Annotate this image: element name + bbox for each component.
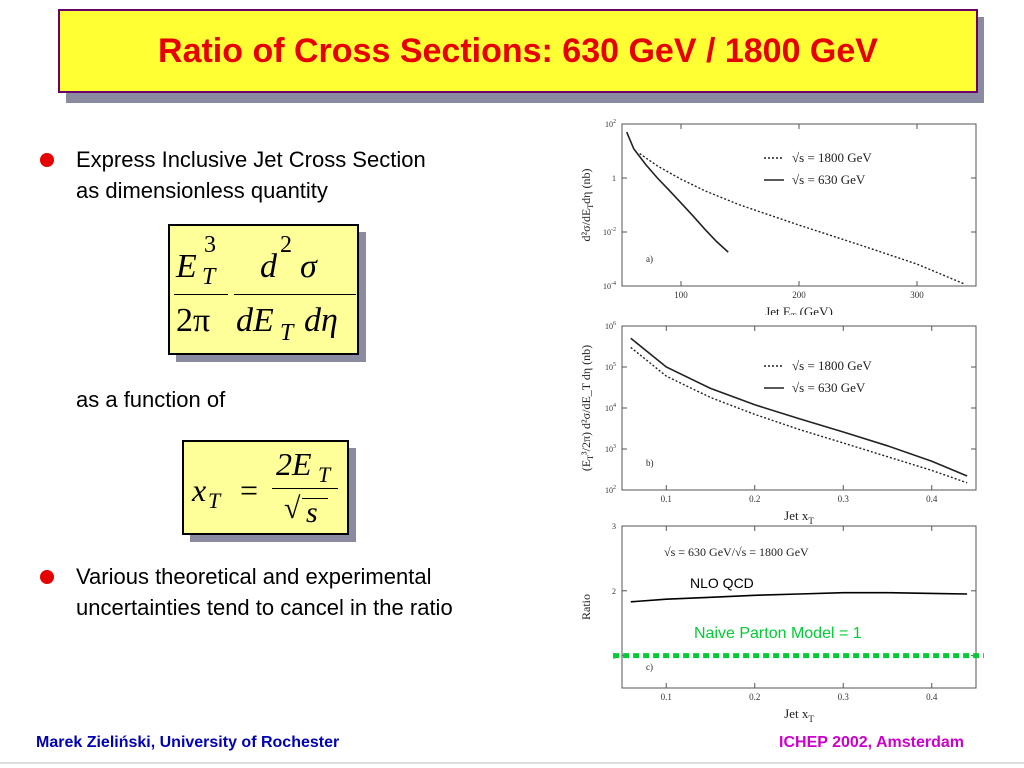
- eq1-den-right: dE: [236, 302, 274, 339]
- y-tick-label: 10-4: [603, 281, 616, 291]
- eq2-root-bar: [302, 498, 328, 499]
- legend-label: √s = 1800 GeV: [792, 358, 872, 373]
- x-tick-label: 300: [910, 290, 924, 300]
- panel-label: c): [646, 662, 653, 672]
- bullet-1-line1: Express Inclusive Jet Cross Section: [76, 147, 426, 172]
- bullet-dot-1: [40, 153, 54, 167]
- eq1-den-right-tail: dη: [304, 302, 338, 339]
- chart-panel-b: 0.1 0.2 0.3 0.4 106 105 104 103 102 Jet xT (ET³/2π…: [579, 321, 977, 524]
- x-tick-label: 200: [792, 290, 806, 300]
- x-tick-label: 0.2: [749, 692, 760, 702]
- y-tick-label: 3: [612, 522, 616, 531]
- x-tick-label: 0.3: [838, 494, 850, 504]
- eq1-den-left: 2π: [176, 302, 211, 339]
- legend-label: √s = 630 GeV: [792, 380, 866, 395]
- series-line-1: [625, 131, 729, 253]
- eq2-frac-bar: [272, 488, 338, 489]
- title-box: Ratio of Cross Sections: 630 GeV / 1800 …: [58, 9, 978, 93]
- eq2-den: s: [306, 496, 318, 529]
- eq1-num-right: d: [260, 248, 277, 285]
- y-tick-label: 102: [605, 119, 616, 129]
- series-line-0: [639, 153, 965, 285]
- equation-2-box: x T = 2E T √ s: [182, 440, 349, 535]
- slide-title: Ratio of Cross Sections: 630 GeV / 1800 …: [158, 31, 878, 70]
- eq1-num-right-sym: σ: [300, 248, 317, 285]
- bullet-2-line1: Various theoretical and experimental: [76, 564, 432, 589]
- y-axis-label: Ratio: [579, 594, 593, 620]
- x-tick-label: 0.4: [926, 494, 938, 504]
- series-line-0: [630, 591, 968, 603]
- panel-label: b): [646, 458, 654, 468]
- as-function-of-text: as a function of: [76, 387, 226, 412]
- eq1-frac-bar-right: [234, 294, 356, 295]
- eq1-den-right-sub: T: [280, 320, 294, 346]
- eq2-num: 2E: [276, 446, 312, 482]
- series-line-0: [630, 346, 968, 484]
- y-tick-label: 102: [605, 485, 616, 495]
- y-axis-label: d²σ/dETdη (nb): [579, 169, 595, 242]
- y-tick-label: 105: [605, 362, 616, 372]
- plot-frame: [621, 525, 977, 689]
- bullet-1: Express Inclusive Jet Cross Section as d…: [76, 144, 426, 206]
- y-tick-label: 106: [605, 321, 616, 331]
- plot-frame: [621, 123, 977, 287]
- legend-label: √s = 630 GeV: [792, 172, 866, 187]
- legend-label: √s = 1800 GeV: [792, 150, 872, 165]
- y-tick-label: 2: [612, 587, 616, 596]
- y-tick-label: 103: [605, 444, 616, 454]
- eq2-num-sub: T: [318, 462, 331, 487]
- x-tick-label: 0.3: [838, 692, 850, 702]
- eq1-frac-bar-left: [174, 294, 228, 295]
- footer-divider: [0, 762, 1024, 764]
- nlo-qcd-label: NLO QCD: [690, 575, 754, 591]
- eq2-equals: =: [240, 472, 259, 508]
- plot-frame: [621, 325, 977, 491]
- eq2-lhs: x: [192, 472, 207, 508]
- naive-parton-label: Naive Parton Model = 1: [694, 625, 862, 642]
- eq1-num-left-sub: T: [202, 264, 216, 290]
- y-tick-label: 10-2: [603, 227, 616, 237]
- bullet-1-line2: as dimensionless quantity: [76, 178, 328, 203]
- eq2-den-root: √: [284, 492, 301, 525]
- bullet-2: Various theoretical and experimental unc…: [76, 561, 453, 623]
- panel-label: a): [646, 254, 653, 264]
- eq1-num-left: E: [176, 248, 197, 285]
- x-axis-label: Jet xT: [784, 706, 814, 724]
- x-tick-label: 0.1: [661, 692, 672, 702]
- y-tick-label: 104: [605, 403, 616, 413]
- x-axis-label: Jet xT: [784, 508, 814, 524]
- series-line-1: [630, 337, 968, 477]
- y-axis-label: (ET³/2π) d²σ/dE_T dη (nb): [579, 345, 595, 471]
- footer-author: Marek Zieliński, University of Rochester: [36, 734, 340, 751]
- eq2-lhs-sub: T: [208, 488, 221, 513]
- eq1-num-left-sup: 3: [204, 232, 216, 258]
- footer-conference: ICHEP 2002, Amsterdam: [779, 734, 964, 751]
- ratio-annotation: √s = 630 GeV/√s = 1800 GeV: [664, 545, 809, 559]
- x-tick-label: 0.4: [926, 692, 938, 702]
- x-tick-label: 0.1: [661, 494, 672, 504]
- equation-1-box: E 3 T 2π d 2 σ dE T dη: [168, 224, 359, 355]
- bullet-dot-2: [40, 570, 54, 584]
- chart-panel-a: 100 200 300 102 1 10-2 10-4 Jet ET (GeV) d²σ/dET…: [579, 119, 977, 315]
- x-tick-label: 0.2: [749, 494, 760, 504]
- y-tick-label: 1: [612, 174, 616, 183]
- x-axis-label: Jet ET (GeV): [765, 304, 833, 315]
- bullet-2-line2: uncertainties tend to cancel in the rati…: [76, 595, 453, 620]
- x-tick-label: 100: [674, 290, 688, 300]
- eq1-num-right-sup: 2: [280, 232, 292, 258]
